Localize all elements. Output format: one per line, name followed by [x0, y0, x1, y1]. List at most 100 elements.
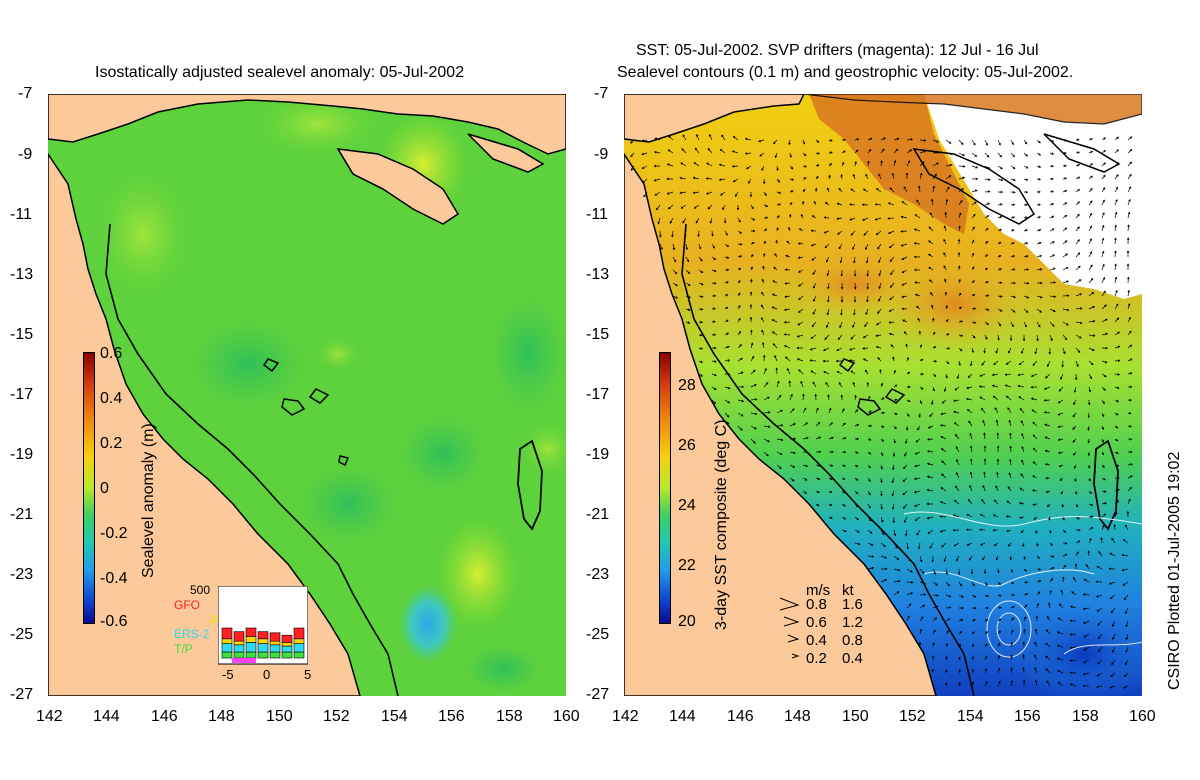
velocity-arrow	[796, 334, 804, 338]
velocity-arrow	[641, 139, 648, 142]
velocity-arrow	[997, 215, 1003, 219]
velocity-arrow	[997, 139, 1001, 146]
velocity-arrow	[762, 178, 766, 185]
velocity-arrow	[705, 191, 713, 195]
velocity-arrow	[1031, 489, 1038, 492]
velocity-arrow	[1111, 620, 1116, 627]
velocity-arrow	[641, 165, 648, 169]
velocity-arrow	[971, 668, 975, 674]
velocity-key-kt-header: kt	[842, 582, 854, 599]
velocity-arrow	[984, 178, 991, 181]
right-colorbar-tick-3: 22	[678, 557, 696, 574]
velocity-arrow	[913, 228, 921, 232]
velocity-arrow	[997, 178, 1004, 182]
velocity-arrow	[685, 282, 691, 286]
velocity-arrow	[724, 319, 729, 323]
left-colorbar-tick-1: 0.4	[100, 390, 123, 407]
velocity-arrow	[1075, 188, 1081, 193]
velocity-arrow	[1036, 568, 1042, 571]
velocity-arrow	[1097, 633, 1103, 640]
velocity-arrow	[1032, 475, 1038, 479]
velocity-key-row-ms: 0.6	[806, 614, 827, 631]
sat-histogram-bar	[245, 651, 257, 659]
velocity-arrow	[958, 188, 964, 193]
velocity-arrow	[983, 347, 986, 354]
velocity-arrow	[1127, 186, 1132, 193]
velocity-arrow	[711, 281, 717, 285]
sat-legend-histogram	[218, 586, 308, 665]
velocity-arrow	[836, 371, 843, 375]
velocity-arrow	[719, 148, 726, 154]
velocity-arrow	[929, 412, 934, 418]
velocity-arrow	[696, 133, 700, 141]
sat-histogram-bar	[233, 651, 245, 659]
velocity-arrow	[789, 464, 796, 468]
velocity-arrow	[996, 445, 1000, 453]
velocity-arrow	[735, 191, 739, 198]
velocity-arrow	[944, 211, 947, 219]
velocity-arrow	[971, 213, 976, 219]
velocity-arrow	[812, 269, 817, 276]
velocity-arrow	[891, 490, 895, 497]
velocity-arrow	[901, 256, 908, 260]
velocity-arrow	[1127, 425, 1133, 428]
velocity-arrow	[971, 189, 978, 193]
velocity-arrow	[932, 346, 937, 349]
velocity-arrow	[880, 451, 884, 457]
velocity-arrow	[749, 303, 753, 310]
velocity-arrow	[737, 371, 744, 375]
velocity-arrow	[971, 347, 975, 354]
velocity-arrow	[1057, 681, 1064, 687]
velocity-arrow	[932, 629, 936, 635]
velocity-arrow	[840, 269, 844, 277]
velocity-arrow	[776, 409, 783, 414]
velocity-arrow	[867, 542, 874, 546]
velocity-arrow	[854, 437, 860, 441]
velocity-arrow	[979, 373, 986, 377]
velocity-arrow	[892, 356, 895, 362]
velocity-arrow	[929, 212, 934, 219]
left-colorbar-tick-2: 0.2	[100, 435, 123, 452]
velocity-arrow	[893, 542, 898, 549]
velocity-arrow	[867, 451, 872, 455]
velocity-arrow	[906, 412, 910, 417]
velocity-arrow	[828, 464, 834, 467]
velocity-arrow	[1010, 165, 1016, 170]
velocity-arrow	[880, 579, 888, 583]
velocity-arrow	[836, 347, 843, 352]
velocity-arrow	[1114, 224, 1117, 232]
velocity-arrow	[919, 628, 923, 635]
velocity-arrow	[918, 412, 921, 418]
velocity-arrow	[1044, 463, 1051, 466]
velocity-arrow	[1101, 199, 1105, 206]
velocity-arrow	[786, 240, 791, 245]
velocity-arrow	[928, 226, 934, 232]
velocity-arrow	[893, 555, 900, 561]
velocity-arrow	[914, 503, 921, 507]
velocity-arrow	[1101, 386, 1106, 391]
velocity-arrow	[698, 360, 704, 363]
velocity-arrow	[1101, 304, 1107, 310]
velocity-arrow	[694, 147, 700, 154]
velocity-arrow	[1075, 360, 1079, 368]
velocity-arrow	[667, 149, 674, 154]
velocity-arrow	[1032, 360, 1038, 366]
left-lon-tick: 156	[438, 708, 465, 725]
velocity-arrow	[982, 419, 986, 427]
velocity-arrow	[1019, 516, 1025, 519]
velocity-arrow	[1035, 615, 1039, 622]
velocity-arrow	[789, 393, 793, 401]
sat-legend-gfo: GFO	[174, 598, 200, 612]
velocity-arrow	[849, 203, 856, 206]
velocity-arrow	[1088, 503, 1094, 507]
left-lat-tick: -21	[10, 506, 34, 523]
velocity-arrow	[841, 408, 845, 414]
velocity-arrow	[997, 581, 1001, 586]
velocity-arrow	[1069, 646, 1077, 649]
velocity-arrow	[810, 243, 817, 247]
sat-histogram-bar	[269, 640, 281, 646]
velocity-arrow	[1101, 174, 1106, 180]
velocity-arrow	[1062, 280, 1070, 284]
velocity-arrow	[1020, 420, 1025, 427]
velocity-arrow	[880, 567, 888, 571]
